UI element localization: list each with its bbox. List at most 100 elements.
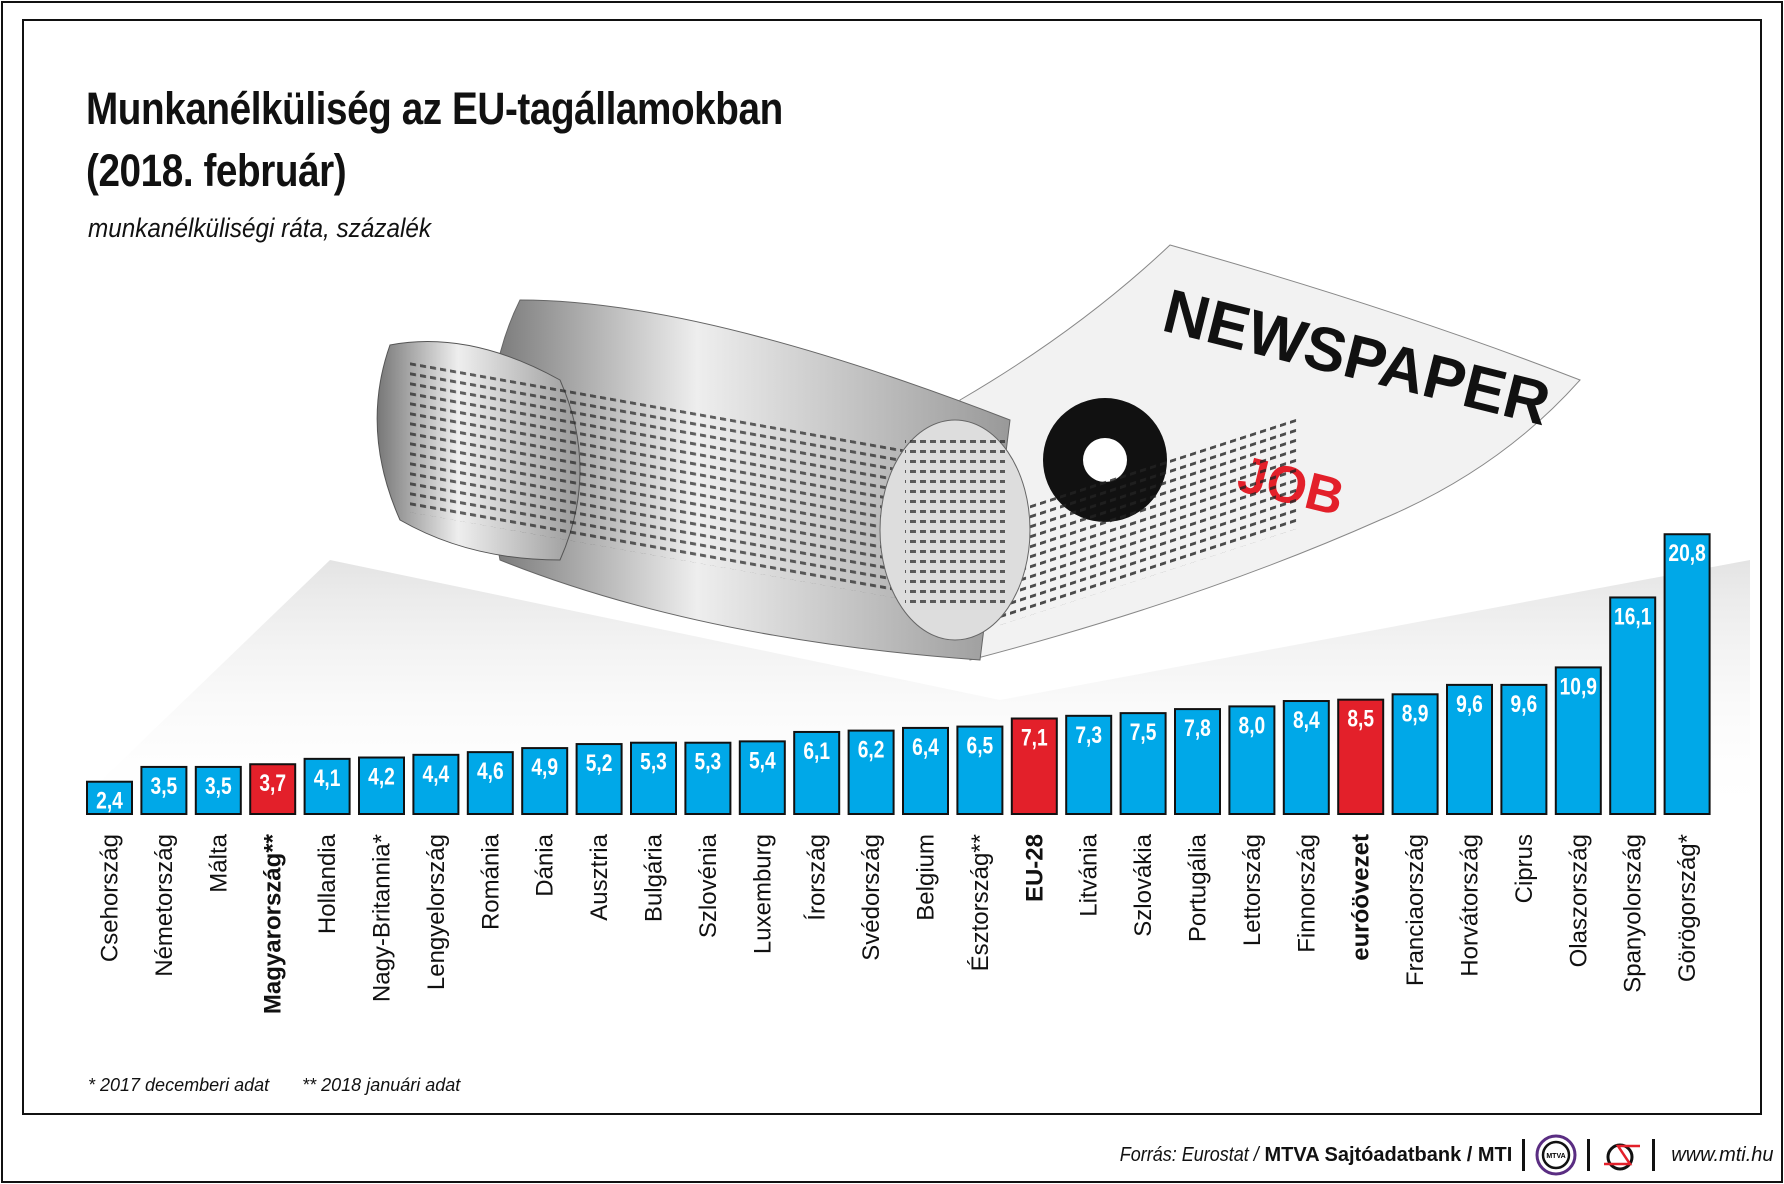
- value-label: 5,3: [695, 748, 722, 776]
- source-prefix: Forrás: Eurostat /: [1119, 1143, 1259, 1166]
- bar-10: [630, 741, 677, 816]
- category-label: Málta: [205, 833, 232, 892]
- category-label: Magyarország**: [260, 833, 287, 1014]
- bar-17: [1010, 717, 1058, 816]
- category-label: Ciprus: [1511, 834, 1538, 903]
- title-line-2: (2018. február): [86, 145, 347, 196]
- divider: [1587, 1139, 1591, 1171]
- category-label: Észtország**: [967, 834, 994, 971]
- value-label: 8,4: [1293, 706, 1320, 734]
- footnote-1: * 2017 decemberi adat: [88, 1075, 270, 1095]
- category-label: Románia: [477, 833, 504, 930]
- value-label: 4,2: [368, 762, 395, 790]
- bar-22: [1282, 700, 1330, 816]
- bar-16: [956, 725, 1004, 816]
- bar-4: [303, 757, 351, 815]
- bar-9: [575, 743, 623, 815]
- footnotes: * 2017 decemberi adat ** 2018 januári ad…: [88, 1075, 488, 1096]
- category-label: euróövezet: [1348, 834, 1375, 961]
- category-label: Németország: [151, 834, 178, 977]
- bar-14: [847, 729, 895, 815]
- bar-1: [140, 765, 188, 815]
- value-label: 7,3: [1075, 721, 1102, 749]
- value-label: 5,2: [586, 749, 613, 777]
- bar-13: [793, 730, 841, 816]
- category-label: Belgium: [913, 834, 940, 921]
- bar-15: [902, 726, 949, 815]
- category-label: Olaszország: [1565, 834, 1592, 967]
- bar-3: [249, 763, 297, 815]
- bar-5: [358, 756, 405, 816]
- value-label: 9,6: [1456, 690, 1483, 718]
- value-label: 20,8: [1668, 539, 1705, 567]
- bar-23: [1337, 698, 1385, 815]
- value-label: 6,2: [858, 736, 885, 764]
- value-label: 7,5: [1130, 718, 1157, 746]
- value-label: 4,4: [423, 760, 450, 788]
- value-label: 8,0: [1239, 711, 1266, 739]
- category-label: Franciaország: [1402, 834, 1429, 986]
- category-label: Hollandia: [314, 833, 341, 934]
- category-label: Bulgária: [641, 833, 668, 922]
- value-label: 5,4: [749, 746, 776, 774]
- bar-19: [1119, 712, 1167, 815]
- category-label: Csehország: [97, 834, 124, 962]
- value-label: 7,8: [1184, 714, 1211, 742]
- value-label: 4,1: [314, 764, 341, 792]
- mti-logo: [1604, 1143, 1641, 1171]
- bar-29: [1663, 533, 1711, 815]
- bar-28: [1609, 596, 1657, 816]
- category-label: Finnország: [1293, 834, 1320, 953]
- value-label: 3,5: [151, 772, 178, 800]
- bar-21: [1228, 705, 1276, 816]
- value-label: 7,1: [1021, 723, 1048, 751]
- website-link[interactable]: www.mti.hu: [1671, 1143, 1774, 1166]
- category-label: Szlovákia: [1130, 833, 1157, 936]
- value-label: 6,5: [967, 731, 994, 759]
- category-label: Dánia: [532, 833, 559, 896]
- bar-24: [1391, 693, 1439, 815]
- bar-20: [1174, 708, 1221, 816]
- mtva-logo-text: MTVA: [1547, 1153, 1566, 1160]
- category-label: Ausztria: [586, 833, 613, 920]
- subtitle: munkanélküliségi ráta, százalék: [88, 213, 432, 243]
- category-label: Szlovénia: [695, 833, 722, 938]
- category-label: Görögország*: [1674, 834, 1701, 982]
- value-label: 8,9: [1402, 699, 1429, 727]
- divider: [1652, 1139, 1656, 1171]
- bar-26: [1500, 683, 1548, 815]
- value-label: 3,7: [259, 769, 286, 797]
- bar-25: [1446, 683, 1493, 815]
- title-line-1: Munkanélküliség az EU-tagállamokban: [86, 83, 783, 134]
- category-label: Spanyolország: [1620, 834, 1647, 993]
- bar-7: [466, 751, 514, 816]
- value-label: 3,5: [205, 772, 232, 800]
- value-label: 6,1: [803, 737, 830, 765]
- value-label: 10,9: [1560, 672, 1597, 700]
- category-label: Nagy-Britannia*: [369, 834, 396, 1002]
- bar-11: [684, 741, 732, 816]
- value-label: 8,5: [1347, 705, 1374, 733]
- category-label: Svédország: [858, 834, 885, 961]
- category-label: Lettország: [1239, 834, 1266, 946]
- bar-18: [1065, 714, 1113, 815]
- value-label: 2,4: [96, 787, 123, 815]
- value-label: 4,6: [477, 757, 504, 785]
- footnote-2: ** 2018 januári adat: [302, 1075, 461, 1095]
- value-label: 9,6: [1511, 690, 1538, 718]
- page-title: Munkanélküliség az EU-tagállamokban (201…: [86, 78, 783, 202]
- category-label: Írország: [804, 834, 831, 921]
- source-footer: Forrás: Eurostat / MTVA Sajtóadatbank / …: [1112, 1134, 1774, 1176]
- value-label: 4,9: [531, 753, 558, 781]
- mtva-logo: MTVA: [1535, 1134, 1577, 1176]
- category-label: EU-28: [1021, 834, 1048, 902]
- category-label: Lengyelország: [423, 834, 450, 990]
- bar-27: [1554, 666, 1602, 816]
- bar-6: [412, 753, 460, 816]
- source-bold: MTVA Sajtóadatbank / MTI: [1264, 1143, 1513, 1166]
- bar-12: [738, 740, 786, 815]
- bar-8: [521, 747, 569, 815]
- category-label: Horvátország: [1457, 834, 1484, 977]
- bar-0: [86, 780, 133, 815]
